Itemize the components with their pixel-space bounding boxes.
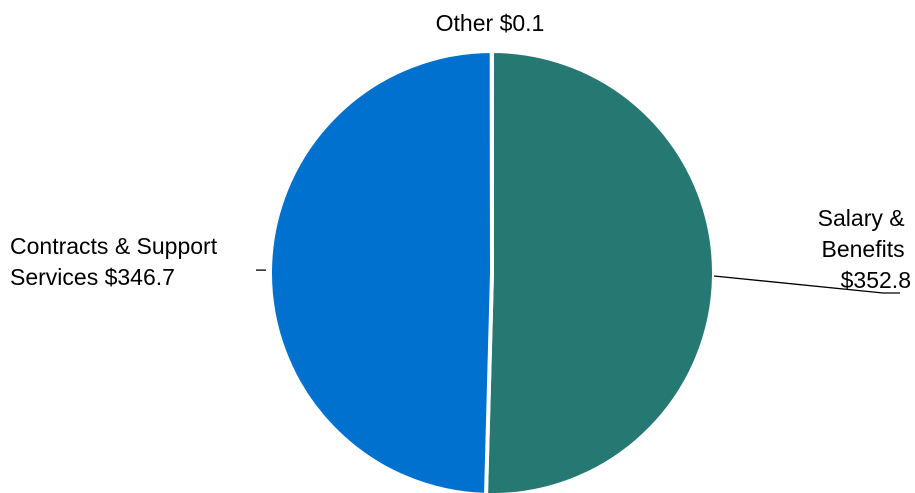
- pie-slices: [268, 48, 716, 493]
- label-line: Benefits: [822, 236, 905, 262]
- slice-label-salary-benefits: Salary & Benefits $352.8: [818, 205, 911, 293]
- label-line: Other $0.1: [436, 10, 545, 36]
- pie-slice-contracts-support-services: [268, 48, 495, 493]
- slice-label-other: Other $0.1: [436, 10, 545, 36]
- pie-slice-salary-benefits: [484, 48, 716, 493]
- slice-label-contracts-support: Contracts & Support Services $346.7: [10, 233, 224, 290]
- leader-line-salary-benefits: [713, 275, 900, 294]
- label-line: Services $346.7: [10, 264, 175, 290]
- label-line: $352.8: [841, 267, 911, 293]
- label-line: Contracts & Support: [10, 233, 218, 259]
- label-line: Salary &: [818, 205, 905, 231]
- leader-lines: [256, 269, 900, 294]
